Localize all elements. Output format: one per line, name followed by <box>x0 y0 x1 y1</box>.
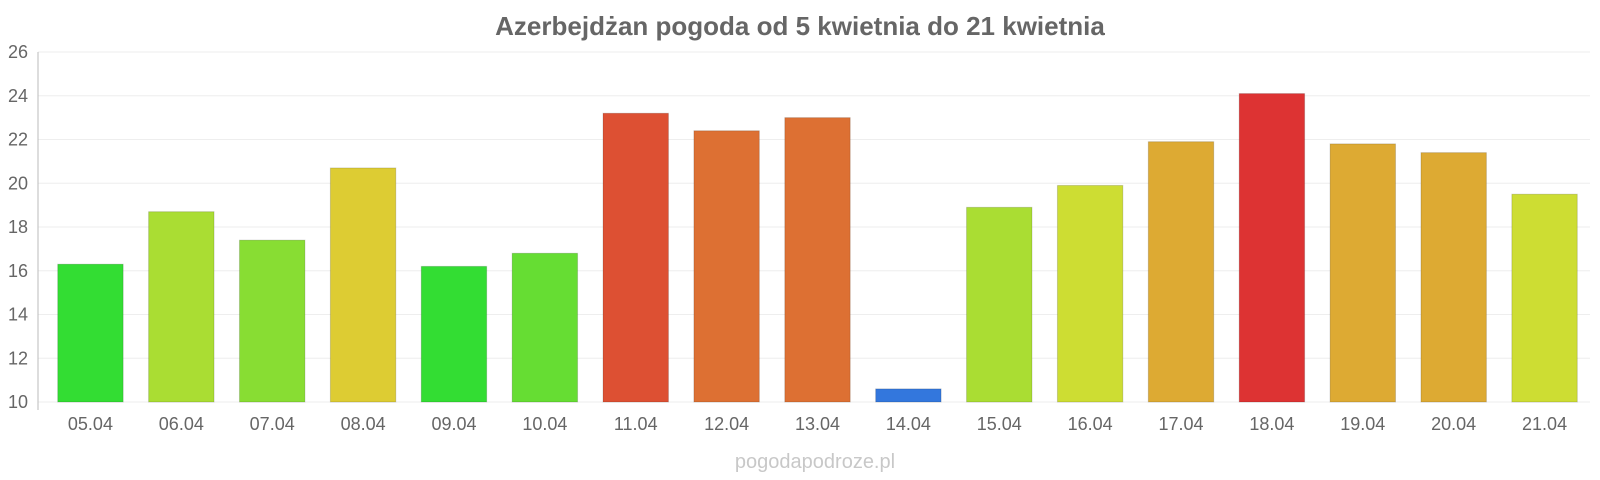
y-tick-label: 26 <box>8 42 28 62</box>
bar-16.04 <box>1056 184 1124 403</box>
x-tick-label: 12.04 <box>704 414 749 434</box>
y-tick-label: 20 <box>8 173 28 193</box>
x-tick-label: 06.04 <box>159 414 204 434</box>
bar-15.04 <box>966 206 1033 403</box>
y-tick-label: 24 <box>8 86 28 106</box>
x-tick-label: 05.04 <box>68 414 113 434</box>
bar-08.04 <box>329 167 397 403</box>
bar-21.04 <box>1511 193 1578 403</box>
bar-10.04 <box>511 252 579 403</box>
x-axis-ticks: 05.04 06.04 07.04 08.04 09.04 10.04 11.04 12.04… <box>68 414 1567 434</box>
bar-06.04 <box>148 211 215 403</box>
bar-11.04 <box>602 112 669 403</box>
bar-13.04 <box>784 117 851 403</box>
bars <box>57 93 1578 403</box>
y-tick-label: 18 <box>8 217 28 237</box>
bar-19.04 <box>1329 143 1397 403</box>
y-tick-label: 22 <box>8 130 28 150</box>
x-tick-label: 15.04 <box>977 414 1022 434</box>
y-tick-label: 14 <box>8 305 28 325</box>
x-tick-label: 20.04 <box>1431 414 1476 434</box>
x-tick-label: 17.04 <box>1159 414 1204 434</box>
bar-14.04 <box>875 388 942 403</box>
watermark: pogodapodroze.pl <box>735 451 895 473</box>
y-axis-ticks: 10 12 14 16 18 20 22 24 26 <box>8 42 28 412</box>
x-tick-label: 14.04 <box>886 414 931 434</box>
x-tick-label: 16.04 <box>1068 414 1113 434</box>
x-tick-label: 21.04 <box>1522 414 1567 434</box>
x-tick-label: 10.04 <box>522 414 567 434</box>
bar-18.04 <box>1238 93 1306 403</box>
x-tick-label: 19.04 <box>1340 414 1385 434</box>
y-tick-label: 12 <box>8 348 28 368</box>
bar-09.04 <box>420 265 488 403</box>
bar-20.04 <box>1420 152 1487 403</box>
bar-17.04 <box>1147 141 1215 403</box>
x-tick-label: 08.04 <box>341 414 386 434</box>
y-tick-label: 10 <box>8 392 28 412</box>
y-tick-label: 16 <box>8 261 28 281</box>
x-tick-label: 09.04 <box>431 414 476 434</box>
x-tick-label: 07.04 <box>250 414 295 434</box>
x-tick-label: 11.04 <box>614 414 658 434</box>
x-tick-label: 13.04 <box>795 414 840 434</box>
x-tick-label: 18.04 <box>1249 414 1294 434</box>
bar-07.04 <box>238 239 306 403</box>
chart-title: Azerbejdżan pogoda od 5 kwietnia do 21 k… <box>495 11 1105 41</box>
bar-12.04 <box>693 130 760 403</box>
bar-05.04 <box>57 263 124 403</box>
